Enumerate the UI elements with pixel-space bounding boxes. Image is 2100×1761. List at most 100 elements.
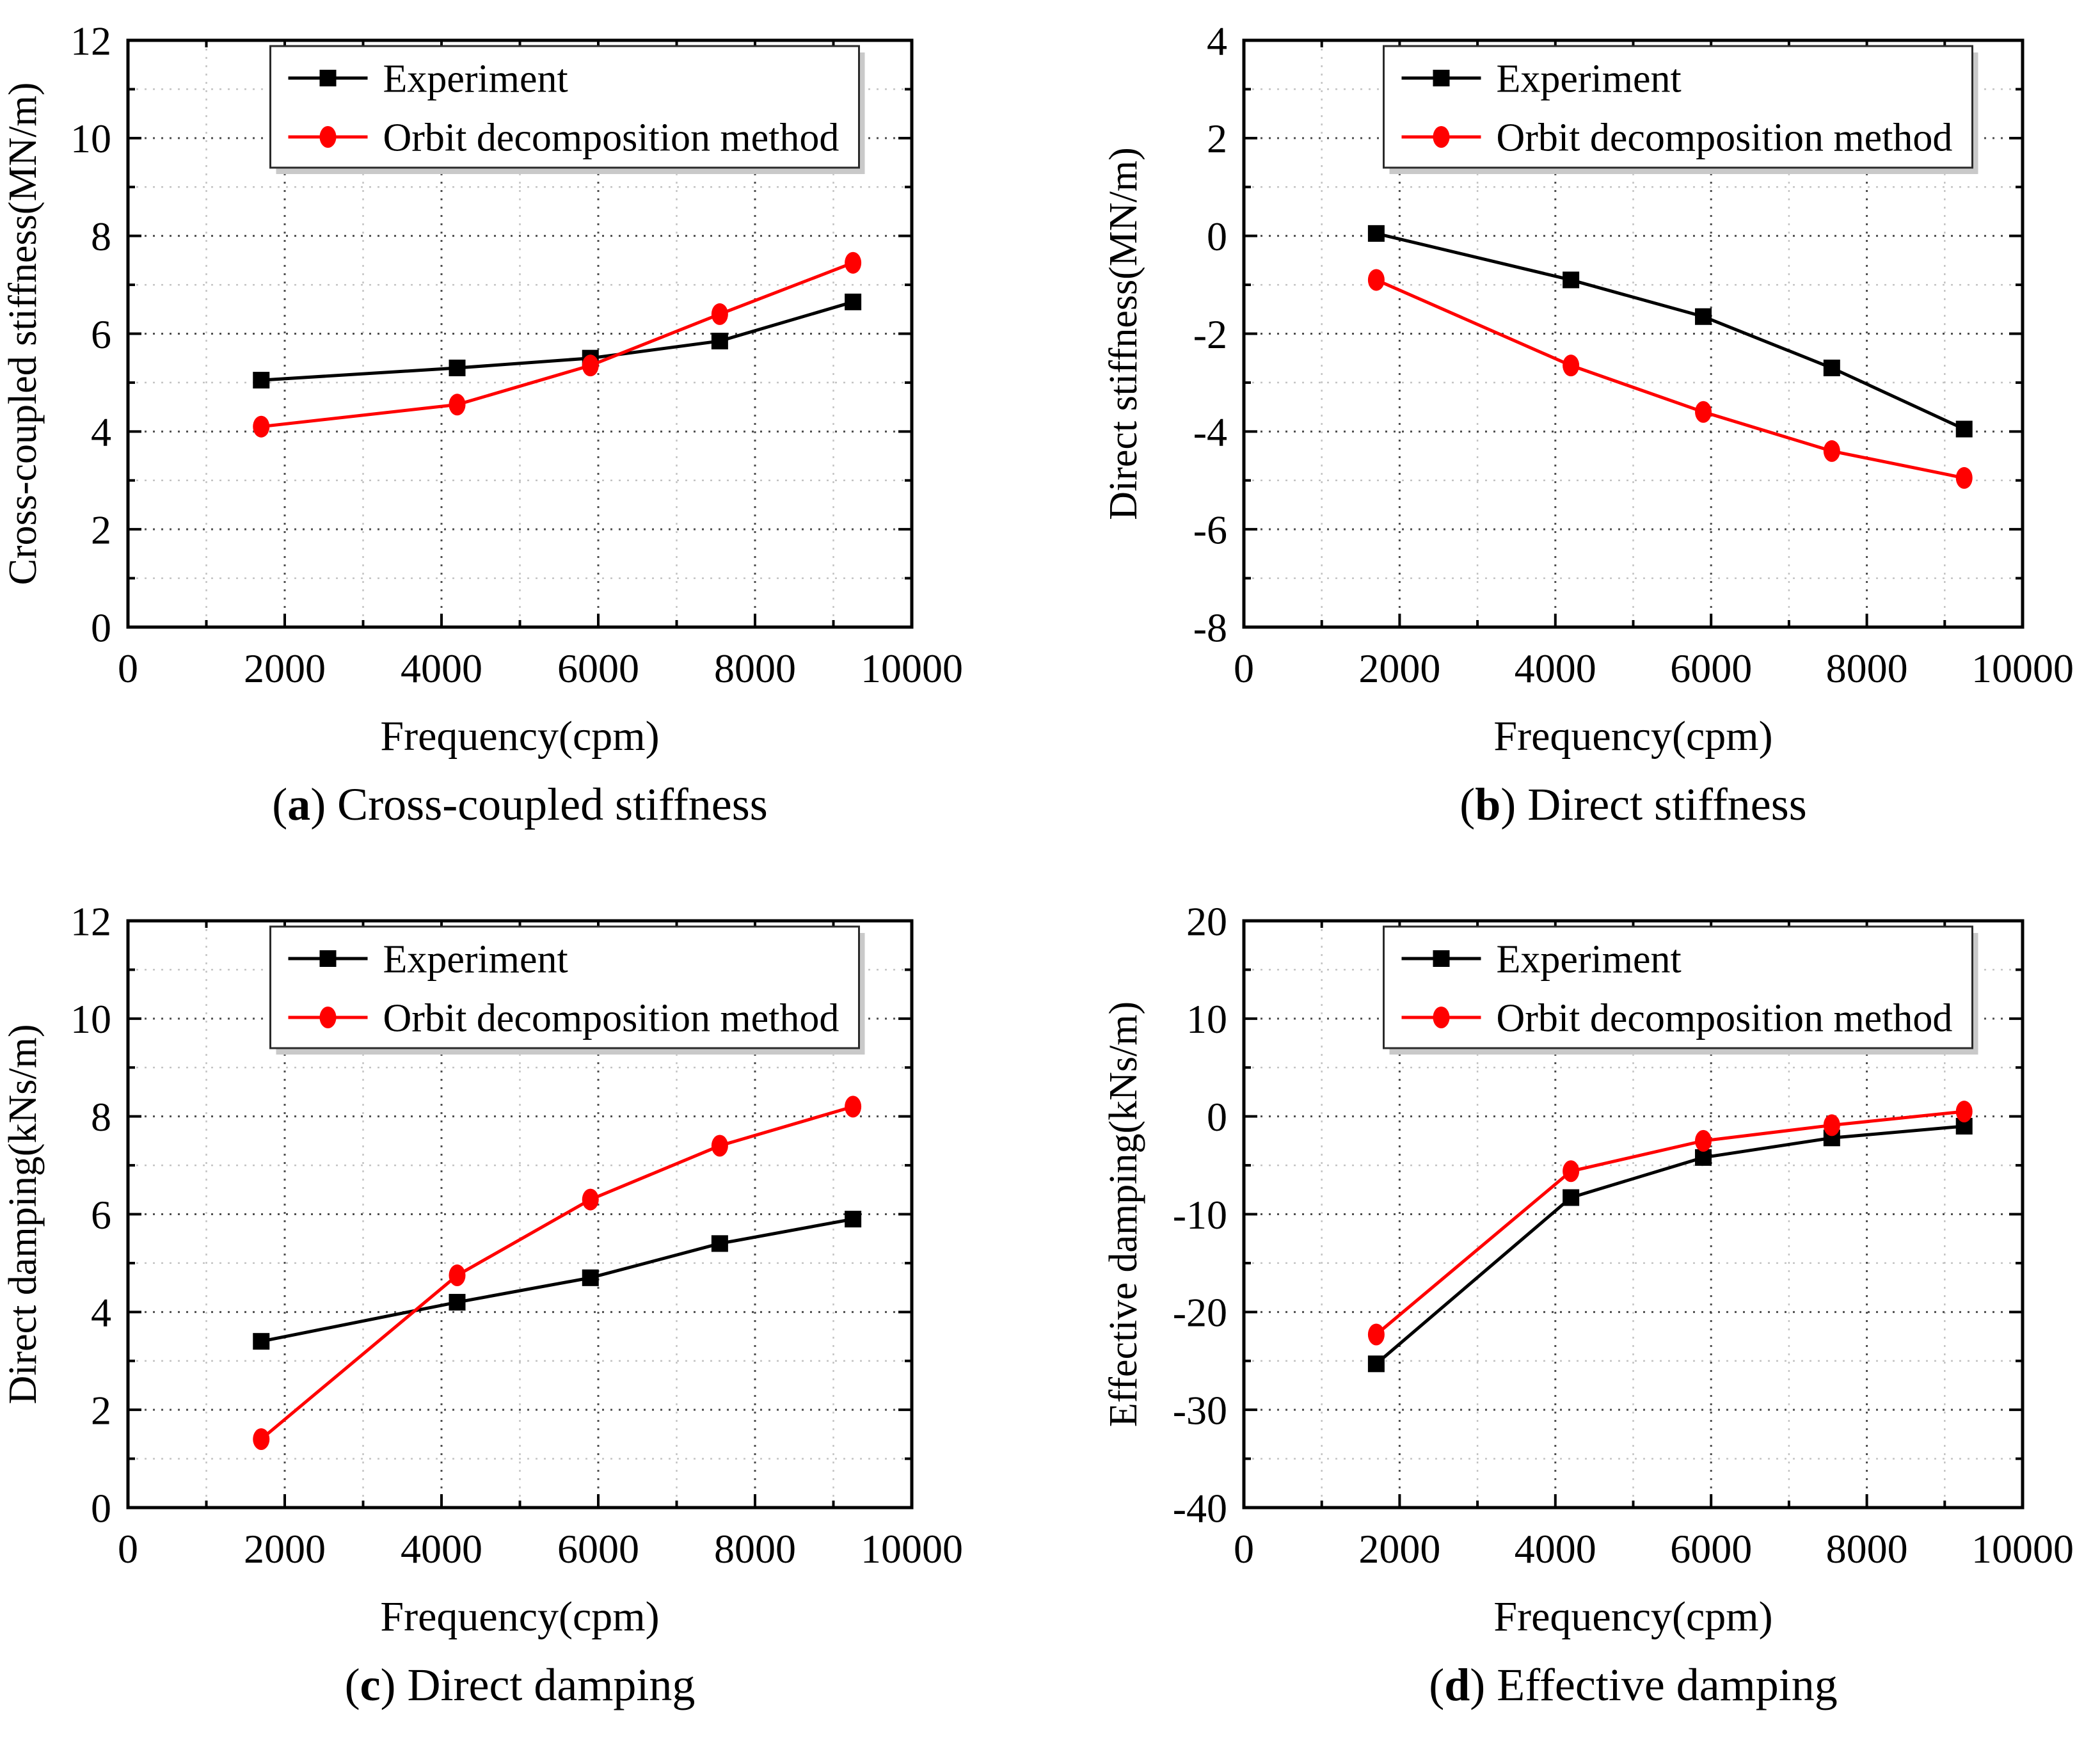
caption-text: Cross-coupled stiffness	[337, 779, 768, 830]
data-point-circle-marker	[845, 251, 862, 274]
series-experiment	[253, 1211, 862, 1350]
y-tick-label: -8	[1193, 605, 1227, 650]
x-tick-label: 6000	[557, 646, 639, 691]
y-tick-label: -20	[1173, 1290, 1227, 1335]
y-tick-label: 6	[91, 1192, 111, 1238]
data-point-square-marker	[1955, 420, 1973, 438]
y-axis-label: Direct damping(kNs/m)	[1, 1024, 45, 1404]
legend-square-marker	[319, 950, 337, 967]
series-line	[1375, 278, 1965, 480]
data-point-circle-marker	[1695, 1129, 1712, 1152]
x-axis-label: Frequency(cpm)	[1493, 1593, 1772, 1640]
y-tick-label: 10	[1186, 996, 1227, 1042]
legend-label: Experiment	[1497, 58, 1682, 101]
caption-letter: a	[287, 779, 311, 830]
legend-square-marker	[1433, 950, 1450, 967]
x-tick-label: 10000	[1971, 646, 2074, 691]
x-tick-label: 2000	[244, 646, 326, 691]
subfigure-a: 0 2000 4000 6000 8000 10000 0 2 4 6 8 10 12 Frequency…	[0, 0, 1050, 881]
data-point-square-marker	[1367, 225, 1385, 242]
caption-d: (d) Effective damping	[1244, 1659, 2023, 1712]
series-line	[261, 300, 854, 382]
data-point-circle-marker	[1563, 1160, 1580, 1183]
legend: Experiment Orbit decomposition method	[269, 45, 860, 169]
x-tick-label: 6000	[557, 1526, 639, 1572]
data-point-circle-marker	[1955, 1101, 1973, 1123]
caption-text: Direct damping	[407, 1659, 696, 1710]
chart-effective-damping: 0 2000 4000 6000 8000 10000 -40 -30 -20 -10 0 10 20 F…	[1102, 898, 2074, 1640]
x-tick-label: 2000	[1358, 1526, 1440, 1572]
data-point-circle-marker	[253, 1428, 270, 1451]
data-point-circle-marker	[1367, 1323, 1385, 1346]
x-tick-label: 2000	[244, 1526, 326, 1572]
data-point-square-marker	[253, 372, 270, 389]
data-point-circle-marker	[1563, 355, 1580, 377]
x-axis-label: Frequency(cpm)	[380, 1593, 659, 1640]
data-point-square-marker	[711, 1235, 728, 1252]
caption-open-paren: (	[1460, 779, 1476, 830]
x-tick-label: 4000	[1515, 646, 1596, 691]
data-point-square-marker	[582, 1269, 599, 1286]
x-tick-label: 8000	[1826, 1526, 1908, 1572]
chart-cross-coupled-stiffness: 0 2000 4000 6000 8000 10000 0 2 4 6 8 10 12 Frequency…	[1, 18, 963, 760]
legend-circle-marker	[1433, 126, 1450, 148]
caption-letter: c	[360, 1659, 381, 1710]
data-point-circle-marker	[449, 394, 466, 416]
series-line	[260, 261, 854, 429]
legend-label: Experiment	[383, 58, 568, 101]
y-tick-label: -30	[1173, 1388, 1227, 1433]
data-point-circle-marker	[845, 1096, 862, 1118]
y-tick-label: 8	[91, 1094, 111, 1140]
data-point-square-marker	[1695, 308, 1712, 325]
y-tick-label: -6	[1193, 507, 1227, 553]
y-tick-label: 0	[1207, 214, 1227, 259]
data-point-square-marker	[1367, 1355, 1385, 1373]
caption-open-paren: (	[1429, 1659, 1445, 1710]
y-tick-label: 20	[1186, 898, 1227, 944]
data-point-square-marker	[449, 1294, 466, 1311]
legend-box	[1383, 925, 1973, 1049]
data-point-square-marker	[711, 332, 728, 349]
caption-c: (c) Direct damping	[128, 1659, 912, 1712]
legend-box	[269, 45, 860, 169]
y-tick-label: 6	[91, 312, 111, 357]
x-tick-label: 6000	[1670, 646, 1752, 691]
data-point-square-marker	[845, 293, 862, 310]
series-line	[260, 1217, 854, 1343]
series-orbit-decomposition	[253, 1096, 862, 1451]
x-tick-label: 0	[118, 646, 138, 691]
legend-circle-marker	[1433, 1007, 1450, 1028]
data-point-circle-marker	[1695, 401, 1712, 423]
data-point-square-marker	[253, 1333, 270, 1350]
x-tick-label: 6000	[1670, 1526, 1752, 1572]
x-tick-label: 8000	[714, 1526, 796, 1572]
data-point-square-marker	[449, 359, 466, 376]
y-axis-label: Effective damping(kNs/m)	[1102, 1001, 1145, 1427]
x-tick-label: 0	[1234, 1526, 1254, 1572]
legend-label: Orbit decomposition method	[383, 116, 839, 160]
y-tick-label: -4	[1193, 410, 1227, 455]
series-orbit-decomposition	[1367, 1101, 1973, 1346]
y-tick-label: 0	[91, 1485, 111, 1531]
y-tick-label: 4	[91, 1290, 111, 1335]
chart-direct-stiffness: 0 2000 4000 6000 8000 10000 -8 -6 -4 -2 0 2 4 Frequen…	[1102, 18, 2074, 760]
x-tick-label: 0	[118, 1526, 138, 1572]
x-axis-label: Frequency(cpm)	[1493, 713, 1772, 760]
series-line	[1375, 1124, 1964, 1366]
y-tick-label: 4	[91, 410, 111, 455]
y-tick-label: -10	[1173, 1192, 1227, 1238]
data-point-circle-marker	[582, 1188, 599, 1211]
data-point-circle-marker	[253, 415, 270, 438]
legend-box	[1383, 45, 1973, 169]
caption-a: (a) Cross-coupled stiffness	[128, 778, 912, 831]
legend-square-marker	[319, 70, 337, 86]
y-tick-label: 2	[91, 507, 111, 553]
x-tick-label: 2000	[1358, 646, 1440, 691]
y-tick-label: 8	[91, 214, 111, 259]
y-axis-label: Direct stiffness(MN/m)	[1102, 147, 1145, 520]
caption-close-paren: )	[1470, 1659, 1497, 1710]
data-point-circle-marker	[449, 1264, 466, 1287]
x-tick-label: 4000	[401, 1526, 482, 1572]
legend: Experiment Orbit decomposition method	[269, 925, 860, 1049]
